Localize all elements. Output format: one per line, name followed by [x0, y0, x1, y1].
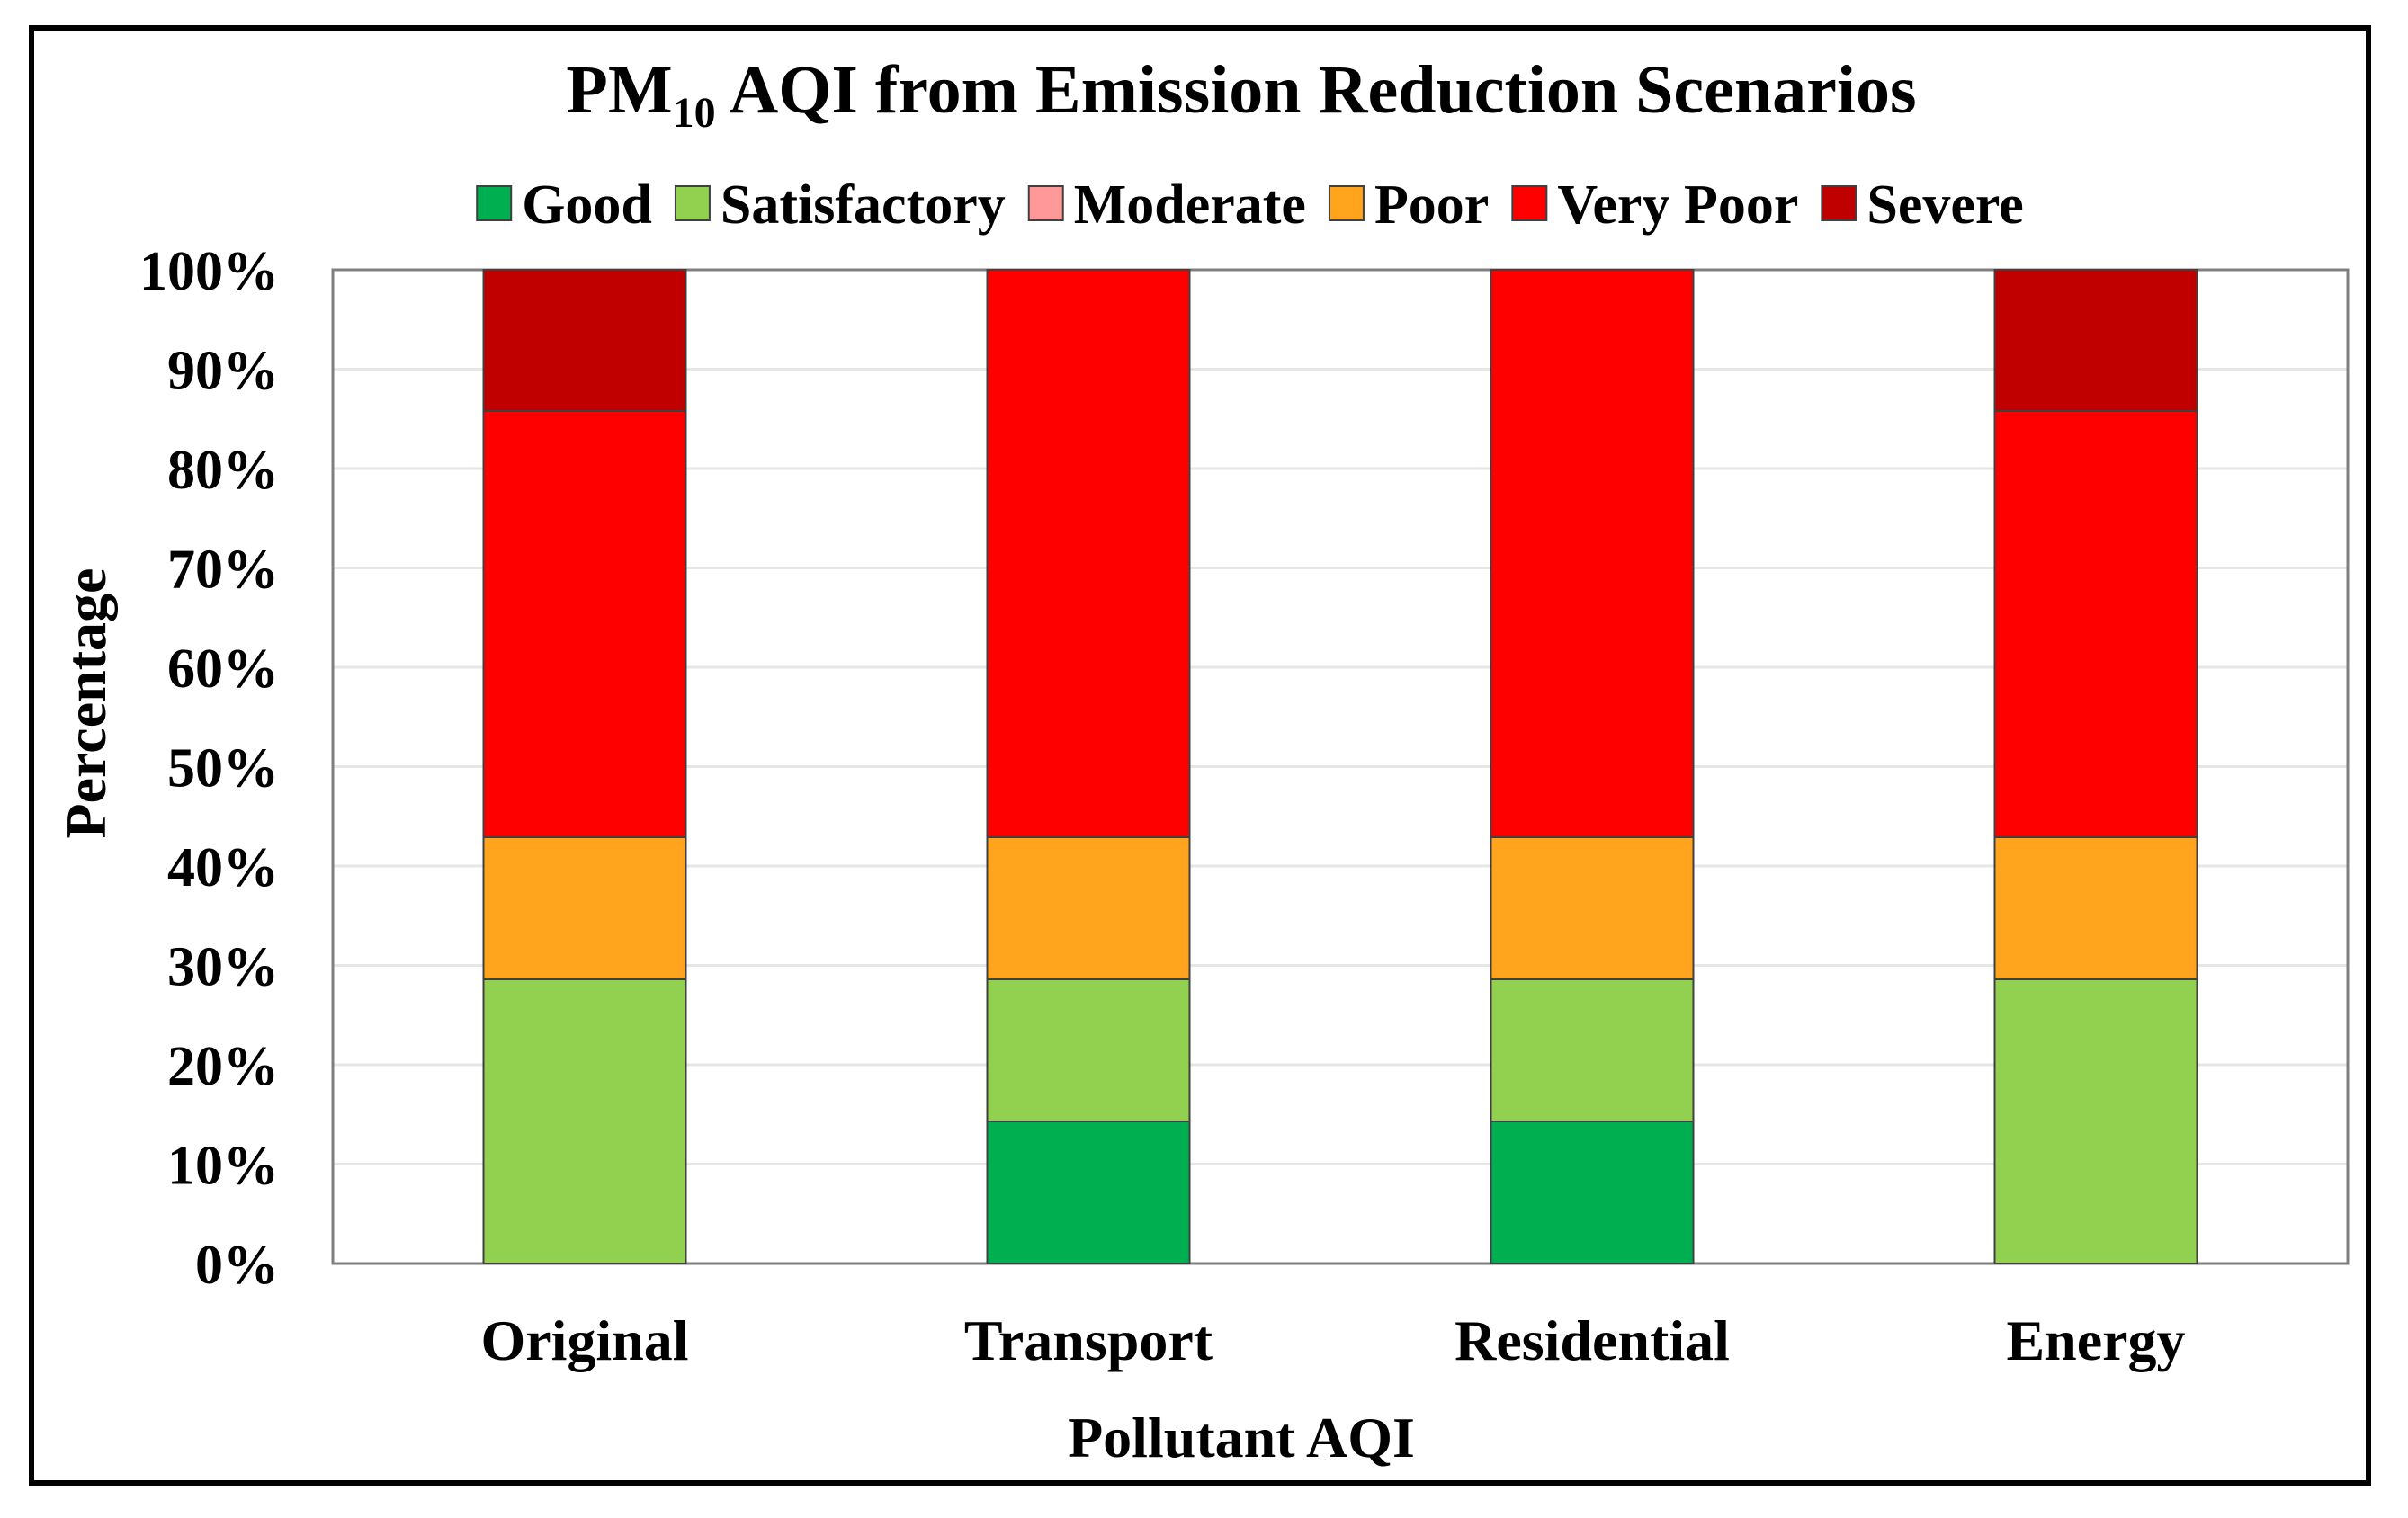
legend-swatch-good — [476, 185, 513, 221]
bar-segment-poor — [1490, 835, 1695, 980]
bar-segment-good — [986, 1120, 1191, 1264]
bar-segment-very-poor — [482, 409, 687, 838]
legend-label: Very Poor — [1557, 174, 1798, 236]
y-tick-label: 90% — [167, 341, 279, 402]
bar-segment-good — [1490, 1120, 1695, 1264]
legend-label: Good — [522, 174, 652, 236]
x-tick-label: Transport — [964, 1308, 1213, 1372]
chart-title: PM10 AQI from Emission Reduction Scenari… — [566, 52, 1916, 137]
legend-swatch-moderate — [1027, 185, 1064, 221]
chart-title-rest: AQI from Emission Reduction Scenarios — [716, 52, 1917, 128]
legend-swatch-satisfactory — [674, 185, 711, 221]
legend-swatch-very-poor — [1511, 185, 1548, 221]
y-tick-label: 0% — [195, 1235, 279, 1296]
bar-segment-very-poor — [1993, 409, 2198, 838]
bar-segment-very-poor — [1490, 269, 1695, 838]
bar-segment-severe — [1993, 269, 2198, 412]
x-tick-label: Residential — [1455, 1308, 1730, 1372]
bar-segment-satisfactory — [1490, 978, 1695, 1122]
plot-area — [331, 268, 2350, 1265]
legend-label: Severe — [1866, 174, 2023, 236]
chart-legend: Good Satisfactory Moderate Poor Very Poor Sev… — [476, 174, 2024, 236]
legend-label: Satisfactory — [721, 174, 1006, 236]
chart-title-main: PM — [566, 52, 672, 128]
y-tick-label: 20% — [167, 1036, 279, 1097]
legend-label: Moderate — [1074, 174, 1306, 236]
y-tick-label: 100% — [139, 241, 279, 302]
legend-swatch-severe — [1821, 185, 1857, 221]
y-axis-ticks: 0% 10% 20% 30% 40% 50% 60% 70% 80% 90% 100% — [139, 241, 279, 1296]
bar-segment-poor — [1993, 835, 2198, 980]
bar-segment-satisfactory — [986, 978, 1191, 1122]
bar-segment-satisfactory — [482, 978, 687, 1264]
y-tick-label: 40% — [167, 837, 279, 898]
y-tick-label: 80% — [167, 440, 279, 501]
y-tick-label: 60% — [167, 638, 279, 700]
y-tick-label: 50% — [167, 738, 279, 799]
y-tick-label: 10% — [167, 1136, 279, 1197]
x-axis-ticks: Original Transport Residential Energy — [480, 1308, 2185, 1372]
legend-label: Poor — [1374, 174, 1489, 236]
bar-segment-satisfactory — [1993, 978, 2198, 1264]
x-axis-label: Pollutant AQI — [1068, 1406, 1415, 1469]
chart-title-subscript: 10 — [673, 89, 716, 137]
y-tick-label: 70% — [167, 540, 279, 601]
bar-segment-poor — [986, 835, 1191, 980]
x-tick-label: Original — [480, 1308, 688, 1372]
y-axis-label: Percentage — [54, 568, 118, 839]
bar-segment-severe — [482, 269, 687, 412]
bars-group — [482, 269, 2198, 1264]
y-tick-label: 30% — [167, 937, 279, 998]
x-tick-label: Energy — [2006, 1308, 2185, 1372]
legend-swatch-poor — [1328, 185, 1365, 221]
bar-segment-very-poor — [986, 269, 1191, 838]
bar-segment-poor — [482, 835, 687, 980]
